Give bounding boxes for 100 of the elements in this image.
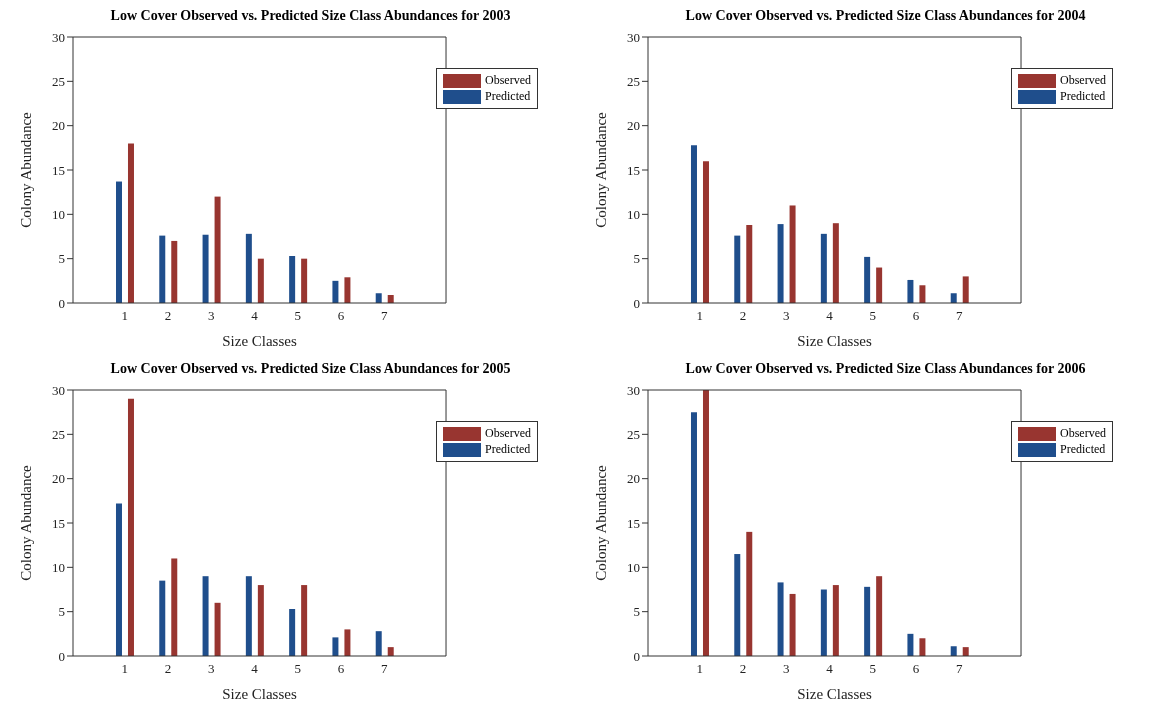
- x-tick-label: 5: [869, 308, 877, 324]
- bar: [202, 576, 209, 656]
- y-tick-label: 30: [52, 382, 65, 398]
- y-tick-label: 5: [58, 251, 65, 267]
- y-axis-title: Colony Abundance: [593, 111, 610, 228]
- bar: [950, 293, 957, 303]
- y-tick-label: 5: [633, 251, 640, 267]
- bar: [375, 293, 382, 303]
- bar: [820, 589, 827, 656]
- bar: [962, 647, 969, 656]
- bar: [907, 279, 914, 303]
- bar: [864, 586, 871, 656]
- x-tick-label: 3: [782, 308, 790, 324]
- bar: [919, 285, 926, 303]
- y-tick-label: 25: [627, 426, 640, 442]
- x-tick-label: 6: [912, 661, 920, 677]
- y-axis-title: Colony Abundance: [18, 111, 35, 228]
- bar: [387, 647, 394, 656]
- bar: [301, 585, 308, 656]
- x-tick-label: 7: [956, 661, 964, 677]
- x-axis-title: Size Classes: [222, 333, 297, 349]
- legend-label: Observed: [485, 426, 531, 441]
- bar: [734, 235, 741, 303]
- y-axis-title: Colony Abundance: [18, 464, 35, 581]
- y-tick-label: 0: [633, 648, 640, 664]
- y-tick-label: 0: [633, 295, 640, 311]
- chart-title: Low Cover Observed vs. Predicted Size Class Abundances for 2005: [109, 361, 512, 378]
- x-tick-label: 1: [696, 308, 703, 324]
- bar: [789, 205, 796, 303]
- y-tick-label: 20: [627, 471, 640, 487]
- legend-label: Predicted: [485, 442, 531, 457]
- x-tick-label: 5: [294, 661, 302, 677]
- x-tick-label: 5: [294, 308, 302, 324]
- x-tick-label: 6: [912, 308, 920, 324]
- x-tick-label: 1: [121, 661, 128, 677]
- x-tick-label: 7: [956, 308, 964, 324]
- y-tick-label: 20: [627, 118, 640, 134]
- bar: [375, 631, 382, 656]
- x-tick-label: 2: [739, 308, 747, 324]
- bar: [344, 629, 351, 656]
- y-tick-label: 5: [58, 604, 65, 620]
- bar: [777, 582, 784, 656]
- bar: [746, 224, 753, 303]
- bar: [245, 576, 252, 656]
- y-tick-label: 15: [52, 162, 65, 178]
- bar: [734, 554, 741, 656]
- y-tick-label: 25: [627, 73, 640, 89]
- bar: [832, 223, 839, 303]
- x-tick-label: 6: [337, 308, 345, 324]
- bar: [289, 256, 296, 303]
- y-tick-label: 10: [52, 559, 65, 575]
- chart-title: Low Cover Observed vs. Predicted Size Class Abundances for 2004: [684, 8, 1087, 25]
- bar: [332, 637, 339, 656]
- y-tick-label: 25: [52, 426, 65, 442]
- y-tick-label: 5: [633, 604, 640, 620]
- bar: [344, 277, 351, 303]
- y-tick-label: 30: [627, 382, 640, 398]
- x-tick-label: 2: [739, 661, 747, 677]
- bar: [832, 585, 839, 656]
- bar: [171, 558, 178, 656]
- bar: [257, 585, 264, 656]
- bar: [746, 531, 753, 656]
- y-tick-label: 15: [52, 515, 65, 531]
- y-tick-label: 30: [627, 29, 640, 45]
- bar: [115, 181, 122, 303]
- x-tick-label: 3: [207, 308, 215, 324]
- bar: [876, 576, 883, 656]
- bar: [702, 161, 709, 303]
- legend-label: Predicted: [485, 89, 531, 104]
- bar: [257, 258, 264, 303]
- x-tick-label: 2: [164, 308, 172, 324]
- bar: [127, 398, 134, 656]
- legend-label: Predicted: [1060, 89, 1106, 104]
- bar: [907, 633, 914, 656]
- bar: [159, 580, 166, 656]
- y-axis-title: Colony Abundance: [593, 464, 610, 581]
- bar: [214, 602, 221, 656]
- bar: [690, 145, 697, 303]
- bar: [159, 235, 166, 303]
- y-tick-label: 10: [627, 559, 640, 575]
- x-tick-label: 4: [826, 661, 834, 677]
- y-tick-label: 0: [58, 295, 65, 311]
- bar: [214, 196, 221, 303]
- x-tick-label: 3: [782, 661, 790, 677]
- bar: [202, 234, 209, 303]
- y-tick-label: 20: [52, 471, 65, 487]
- legend-label: Predicted: [1060, 442, 1106, 457]
- x-tick-label: 4: [251, 661, 259, 677]
- x-tick-label: 4: [826, 308, 834, 324]
- bar: [690, 412, 697, 656]
- x-tick-label: 3: [207, 661, 215, 677]
- bar: [115, 503, 122, 656]
- x-tick-label: 2: [164, 661, 172, 677]
- bar: [919, 638, 926, 656]
- bar: [777, 224, 784, 303]
- chart-title: Low Cover Observed vs. Predicted Size Class Abundances for 2003: [109, 8, 512, 25]
- y-tick-label: 30: [52, 29, 65, 45]
- y-tick-label: 10: [52, 206, 65, 222]
- y-tick-label: 15: [627, 162, 640, 178]
- bar: [171, 240, 178, 303]
